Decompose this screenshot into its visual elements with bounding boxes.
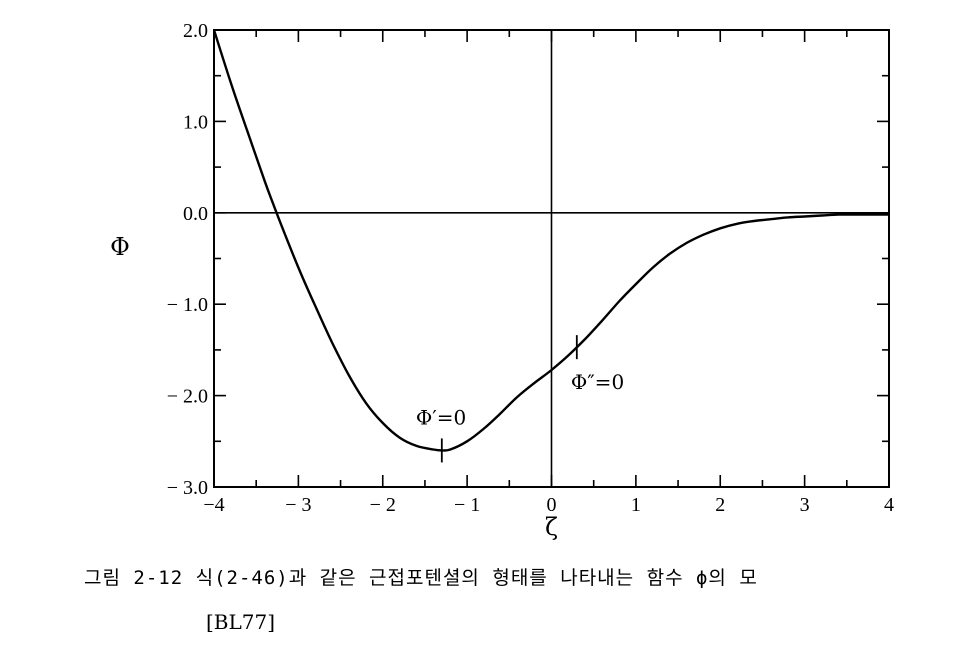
- x-tick-label: − 2: [370, 494, 396, 516]
- phi-curve: [212, 29, 890, 452]
- y-tick-labels: 2.0 1.0 0.0 − 1.0 − 2.0 − 3.0: [167, 20, 208, 499]
- x-tick-label: − 1: [454, 494, 480, 516]
- marker-label: Φ′=0: [416, 405, 466, 429]
- x-tick-label: − 3: [285, 494, 311, 516]
- y-tick-label: − 2.0: [167, 386, 208, 408]
- figure-citation: [BL77]: [206, 610, 276, 634]
- x-tick-label: 0: [547, 494, 557, 516]
- y-tick-label: 1.0: [183, 111, 208, 133]
- y-tick-label: 0.0: [183, 203, 208, 225]
- y-tick-label: 2.0: [183, 20, 208, 42]
- minor-ticks: [214, 30, 889, 487]
- y-tick-label: − 3.0: [167, 477, 208, 499]
- chart: −4 − 3 − 2 − 1 0 1 2 3 4 2.0 1.0 0.0 − 1.0 − 2.0 − 3.…: [110, 20, 894, 541]
- x-tick-labels: −4 − 3 − 2 − 1 0 1 2 3 4: [203, 494, 894, 516]
- x-tick-label: 4: [884, 494, 894, 516]
- x-tick-label: −4: [203, 494, 224, 516]
- marker-label: Φ″=0: [571, 370, 624, 394]
- x-axis-label: ζ: [545, 513, 558, 541]
- y-axis-label: Φ: [110, 233, 130, 261]
- x-tick-label: 1: [631, 494, 641, 516]
- x-tick-label: 2: [715, 494, 725, 516]
- figure-caption: 그림 2-12 식(2-46)과 같은 근접포텐셜의 형태를 나타내는 함수 ϕ…: [84, 567, 758, 589]
- x-tick-label: 3: [800, 494, 810, 516]
- y-tick-label: − 1.0: [167, 294, 208, 316]
- markers: Φ′=0 Φ″=0: [416, 335, 624, 463]
